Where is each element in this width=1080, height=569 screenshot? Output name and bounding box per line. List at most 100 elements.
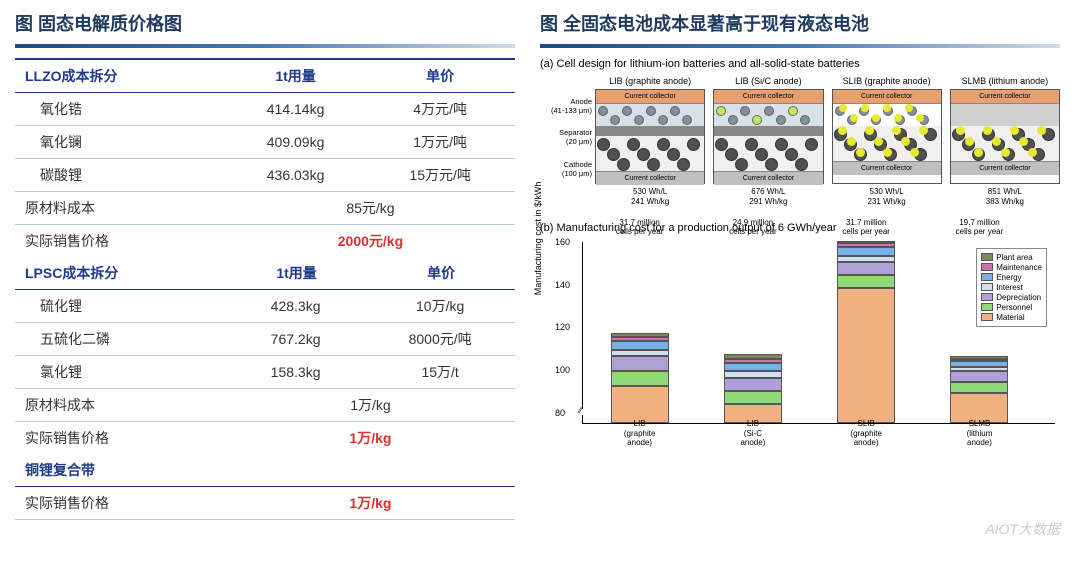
bar-segment <box>950 382 1008 393</box>
separator-layer <box>596 126 704 136</box>
current-collector: Current collector <box>596 171 704 185</box>
cell-diagrams: Anode (41-133 μm) Separator (20 μm) Cath… <box>540 76 1060 212</box>
ytick: 120 <box>555 322 570 332</box>
title-bar <box>540 44 1060 48</box>
table-cell: 4万元/吨 <box>365 93 515 126</box>
bar-segment <box>611 386 669 422</box>
bar: LIB (Si-C anode) <box>724 354 782 423</box>
bar-segment <box>837 247 895 256</box>
table-cell: 氯化锂 <box>15 356 226 389</box>
legend-swatch <box>981 253 993 261</box>
cell-diagram: Current collector Current collector <box>595 89 705 184</box>
cell-specs: 530 Wh/L231 Wh/kg <box>832 187 942 208</box>
cathode-layer <box>714 136 822 171</box>
current-collector: Current collector <box>951 90 1059 104</box>
ytick: 80 <box>555 408 565 418</box>
bar-segment <box>837 262 895 275</box>
legend-label: Interest <box>996 283 1023 292</box>
x-label: SLIB (graphite anode) <box>850 419 882 448</box>
legend-swatch <box>981 313 993 321</box>
bar: SLIB (graphite anode) <box>837 241 895 423</box>
cell-title: SLIB (graphite anode) <box>832 76 942 86</box>
legend-label: Plant area <box>996 253 1032 262</box>
cell-specs: 530 Wh/L241 Wh/kg <box>595 187 705 208</box>
current-collector: Current collector <box>714 171 822 185</box>
cell-diagram: Current collector Current collector <box>832 89 942 184</box>
legend-label: Energy <box>996 273 1021 282</box>
legend-swatch <box>981 293 993 301</box>
table-cell: 428.3kg <box>226 290 365 323</box>
current-collector: Current collector <box>833 90 941 104</box>
legend-label: Depreciation <box>996 293 1041 302</box>
left-panel: 图 固态电解质价格图 LLZO成本拆分 1t用量 单价 氧化锆414.14kg4… <box>15 10 515 559</box>
cell-title: SLMB (lithium anode) <box>950 76 1060 86</box>
table-cell: 五硫化二磷 <box>15 323 226 356</box>
subtitle-a: (a) Cell design for lithium-ion batterie… <box>540 58 1060 70</box>
right-panel: 图 全固态电池成本显著高于现有液态电池 (a) Cell design for … <box>540 10 1060 559</box>
table-cell: 436.03kg <box>226 159 365 192</box>
table-cell: 氧化镧 <box>15 126 226 159</box>
left-title: 图 固态电解质价格图 <box>15 10 515 36</box>
title-bar <box>15 44 515 48</box>
table-cell: 碳酸锂 <box>15 159 226 192</box>
ytick: 160 <box>555 237 570 247</box>
current-collector: Current collector <box>833 161 941 175</box>
current-collector: Current collector <box>951 161 1059 175</box>
x-label: LIB (graphite anode) <box>624 419 656 448</box>
bar-segment <box>950 371 1008 382</box>
cell-title: LIB (Si/C anode) <box>713 76 823 86</box>
bar-segment <box>611 371 669 386</box>
table-cell: 15万元/吨 <box>365 159 515 192</box>
cost-chart: Manufacturing cost in $/kWh ⁄⁄ 801001201… <box>540 242 1060 452</box>
cell-specs: 676 Wh/L291 Wh/kg <box>713 187 823 208</box>
th-llzo-1: LLZO成本拆分 <box>15 59 226 93</box>
side-labels: Anode (41-133 μm) Separator (20 μm) Cath… <box>540 90 595 185</box>
table-cell: 1万元/吨 <box>365 126 515 159</box>
table-cell: 氧化锆 <box>15 93 226 126</box>
legend-swatch <box>981 283 993 291</box>
anode-layer <box>833 104 941 126</box>
bar-segment <box>611 341 669 350</box>
x-label: LIB (Si-C anode) <box>738 419 767 448</box>
table-cell: 414.14kg <box>226 93 365 126</box>
bar-segment <box>837 275 895 288</box>
top-label: 31.7 million cells per year <box>842 218 890 237</box>
legend-swatch <box>981 263 993 271</box>
anode-layer <box>951 104 1059 126</box>
legend-label: Personnel <box>996 303 1032 312</box>
legend-label: Maintenance <box>996 263 1042 272</box>
table-cell: 767.2kg <box>226 323 365 356</box>
ytick: 140 <box>555 280 570 290</box>
table-cell: 409.09kg <box>226 126 365 159</box>
legend: Plant areaMaintenanceEnergyInterestDepre… <box>976 248 1047 327</box>
watermark: AIOT大数据 <box>985 519 1060 539</box>
bar-segment <box>611 356 669 371</box>
ytick: 100 <box>555 365 570 375</box>
cell-diagram: Current collector Current collector <box>713 89 823 184</box>
table-cell: 8000元/吨 <box>365 323 515 356</box>
top-label: 24.9 million cells per year <box>729 218 777 237</box>
x-label: SLMB (lithium anode) <box>965 419 994 448</box>
anode-layer <box>714 104 822 126</box>
separator-layer <box>714 126 822 136</box>
top-label: 19.7 million cells per year <box>956 218 1004 237</box>
cell-diagram: Current collector Current collector <box>950 89 1060 184</box>
legend-swatch <box>981 273 993 281</box>
cathode-layer <box>596 136 704 171</box>
table-cell: 15万/t <box>365 356 515 389</box>
legend-label: Material <box>996 313 1024 322</box>
price-table: LLZO成本拆分 1t用量 单价 氧化锆414.14kg4万元/吨氧化镧409.… <box>15 58 515 520</box>
bar-segment <box>724 378 782 391</box>
cell-title: LIB (graphite anode) <box>595 76 705 86</box>
current-collector: Current collector <box>714 90 822 104</box>
right-title: 图 全固态电池成本显著高于现有液态电池 <box>540 10 1060 36</box>
table-cell: 硫化锂 <box>15 290 226 323</box>
current-collector: Current collector <box>596 90 704 104</box>
bar: LIB (graphite anode) <box>611 333 669 423</box>
table-cell: 158.3kg <box>226 356 365 389</box>
cathode-layer <box>951 126 1059 161</box>
cell-specs: 851 Wh/L383 Wh/kg <box>950 187 1060 208</box>
anode-layer <box>596 104 704 126</box>
axis-break: ⁄⁄ <box>579 409 587 415</box>
bar-segment <box>724 391 782 404</box>
